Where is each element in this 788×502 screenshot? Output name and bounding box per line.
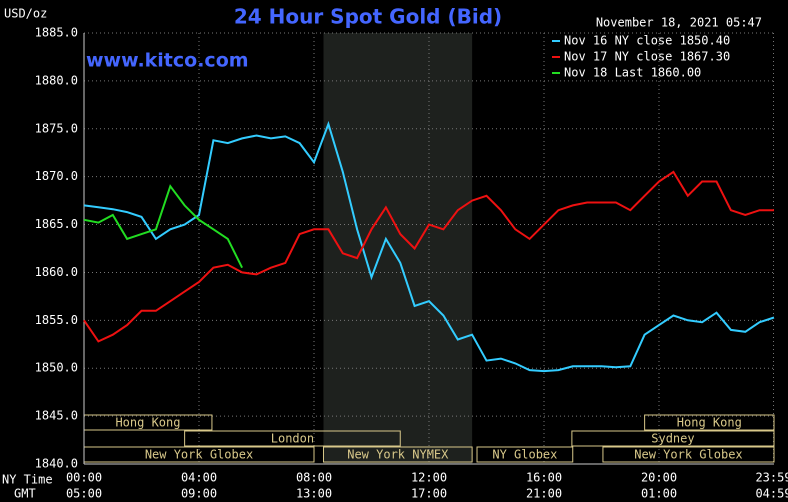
series-line xyxy=(83,170,774,343)
y-tick-label: 1880.0 xyxy=(35,73,78,87)
y-axis-label: USD/oz xyxy=(4,7,47,21)
session-label: Sydney xyxy=(651,432,694,446)
x2-tick-label: 09:00 xyxy=(181,487,217,501)
x-tick-label: 00:00 xyxy=(66,471,102,485)
x2-axis-label: GMT xyxy=(14,487,36,501)
session-label: New York Globex xyxy=(145,448,253,462)
x-tick-label: 23:59 xyxy=(755,471,788,485)
x2-tick-label: 17:00 xyxy=(411,487,447,501)
session-label: London xyxy=(271,432,314,446)
session-bar xyxy=(602,446,775,463)
series-line xyxy=(83,120,775,373)
y-tick-label: 1855.0 xyxy=(35,313,78,327)
x2-tick-label: 01:00 xyxy=(641,487,677,501)
session-bar xyxy=(476,446,574,463)
highlight-region xyxy=(323,33,473,464)
session-bar xyxy=(322,446,473,463)
legend-label: Nov 16 NY close 1850.40 xyxy=(564,34,730,48)
x-tick-label: 20:00 xyxy=(641,471,677,485)
x-tick-label: 16:00 xyxy=(526,471,562,485)
session-label: Hong Kong xyxy=(677,416,742,430)
timestamp: November 18, 2021 05:47 xyxy=(596,16,762,30)
session-bar xyxy=(184,430,401,447)
y-tick-label: 1860.0 xyxy=(35,265,78,279)
session-bar xyxy=(571,430,775,447)
y-tick-label: 1845.0 xyxy=(35,409,78,423)
session-bar xyxy=(644,414,775,431)
legend-label: Nov 17 NY close 1867.30 xyxy=(564,50,730,64)
x2-tick-label: 05:00 xyxy=(66,487,102,501)
y-tick-label: 1840.0 xyxy=(35,457,78,471)
x-tick-label: 04:00 xyxy=(181,471,217,485)
session-label: Hong Kong xyxy=(115,416,180,430)
y-tick-label: 1885.0 xyxy=(35,26,78,40)
y-tick-label: 1875.0 xyxy=(35,121,78,135)
x-tick-label: 12:00 xyxy=(411,471,447,485)
watermark: www.kitco.com xyxy=(86,50,249,72)
y-tick-label: 1850.0 xyxy=(35,361,78,375)
chart-title: 24 Hour Spot Gold (Bid) xyxy=(234,5,502,29)
x-tick-label: 08:00 xyxy=(296,471,332,485)
legend-label: Nov 18 Last 1860.00 xyxy=(564,66,701,80)
session-label: New York Globex xyxy=(634,448,742,462)
x2-tick-label: 21:00 xyxy=(526,487,562,501)
series-line xyxy=(83,184,243,269)
x2-tick-label: 04:59 xyxy=(755,487,788,501)
y-tick-label: 1870.0 xyxy=(35,169,78,183)
x2-tick-label: 13:00 xyxy=(296,487,332,501)
x-axis-label: NY Time xyxy=(2,473,53,487)
y-tick-label: 1865.0 xyxy=(35,217,78,231)
session-label: NY Globex xyxy=(492,448,557,462)
session-label: New York NYMEX xyxy=(347,448,449,462)
